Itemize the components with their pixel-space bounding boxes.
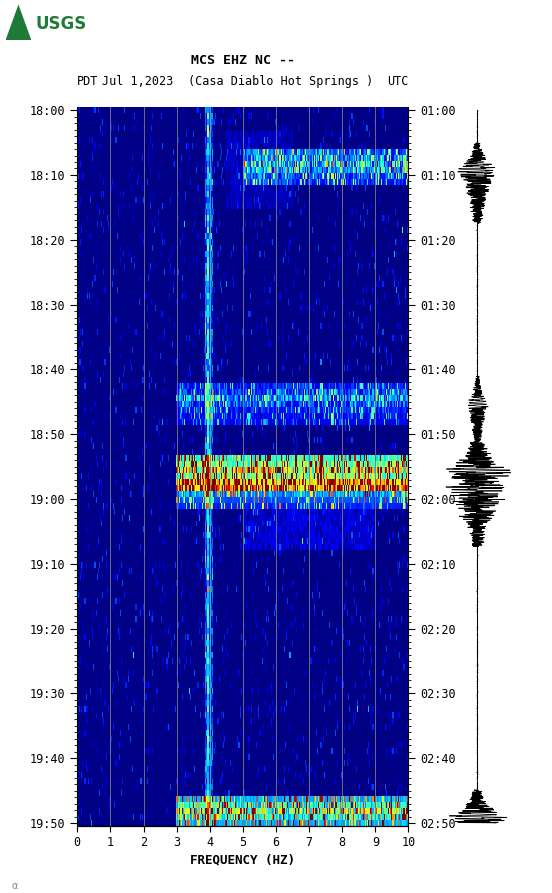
Text: α: α: [11, 880, 18, 890]
Text: USGS: USGS: [36, 15, 87, 33]
Text: UTC: UTC: [387, 74, 408, 88]
X-axis label: FREQUENCY (HZ): FREQUENCY (HZ): [190, 854, 295, 866]
Text: PDT: PDT: [77, 74, 99, 88]
Polygon shape: [6, 4, 31, 40]
Text: MCS EHZ NC --: MCS EHZ NC --: [191, 54, 295, 67]
Text: Jul 1,2023: Jul 1,2023: [102, 74, 173, 88]
Text: (Casa Diablo Hot Springs ): (Casa Diablo Hot Springs ): [188, 74, 373, 88]
